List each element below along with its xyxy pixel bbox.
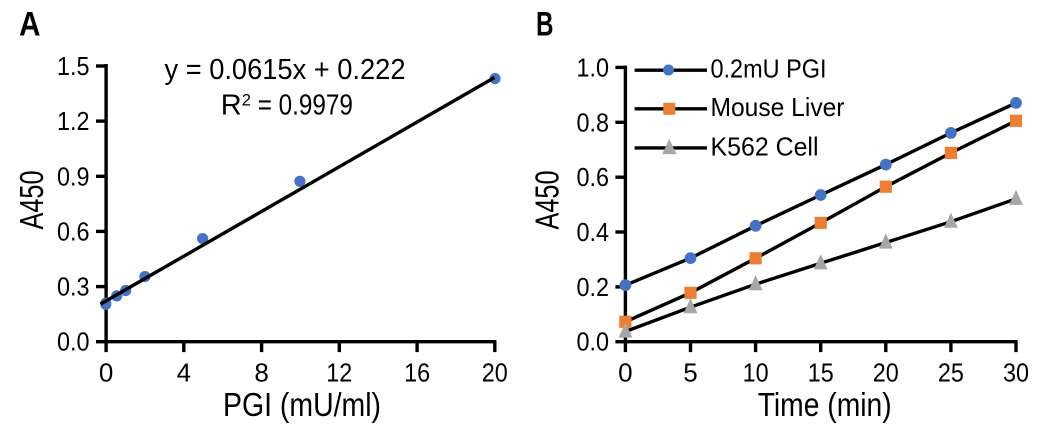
svg-text:0.6: 0.6 — [57, 216, 90, 246]
svg-text:0.8: 0.8 — [577, 107, 610, 137]
svg-text:0.2mU PGI: 0.2mU PGI — [711, 53, 827, 83]
svg-text:30: 30 — [1003, 358, 1029, 388]
svg-text:y = 0.0615x + 0.222: y = 0.0615x + 0.222 — [165, 54, 406, 86]
svg-text:R2 = 0.9979: R2 = 0.9979 — [221, 90, 353, 122]
svg-text:20: 20 — [873, 358, 899, 388]
svg-text:0.9: 0.9 — [57, 161, 90, 191]
svg-text:0.3: 0.3 — [57, 272, 90, 302]
svg-text:Mouse Liver: Mouse Liver — [711, 92, 845, 122]
svg-text:1.5: 1.5 — [57, 51, 90, 81]
svg-text:15: 15 — [808, 358, 834, 388]
svg-text:A450: A450 — [529, 171, 566, 230]
svg-text:0.4: 0.4 — [577, 217, 610, 247]
svg-text:B: B — [536, 5, 554, 43]
svg-text:0.0: 0.0 — [577, 327, 610, 357]
svg-text:20: 20 — [482, 358, 508, 388]
svg-text:5: 5 — [683, 358, 697, 388]
svg-text:Time (min): Time (min) — [758, 387, 892, 424]
svg-text:0.0: 0.0 — [57, 327, 90, 357]
svg-text:1.2: 1.2 — [57, 106, 90, 136]
svg-text:0: 0 — [99, 358, 113, 388]
svg-text:16: 16 — [404, 358, 430, 388]
svg-text:0: 0 — [618, 358, 632, 388]
svg-text:0.2: 0.2 — [577, 272, 610, 302]
svg-text:25: 25 — [938, 358, 964, 388]
svg-text:A: A — [19, 5, 41, 43]
svg-text:12: 12 — [326, 358, 352, 388]
svg-text:0.6: 0.6 — [577, 162, 610, 192]
svg-text:1.0: 1.0 — [577, 52, 610, 82]
svg-text:PGI (mU/ml): PGI (mU/ml) — [223, 387, 381, 424]
svg-text:10: 10 — [743, 358, 769, 388]
svg-text:8: 8 — [254, 358, 268, 388]
svg-text:A450: A450 — [13, 171, 50, 230]
svg-text:K562 Cell: K562 Cell — [711, 131, 819, 161]
svg-text:4: 4 — [177, 358, 191, 388]
